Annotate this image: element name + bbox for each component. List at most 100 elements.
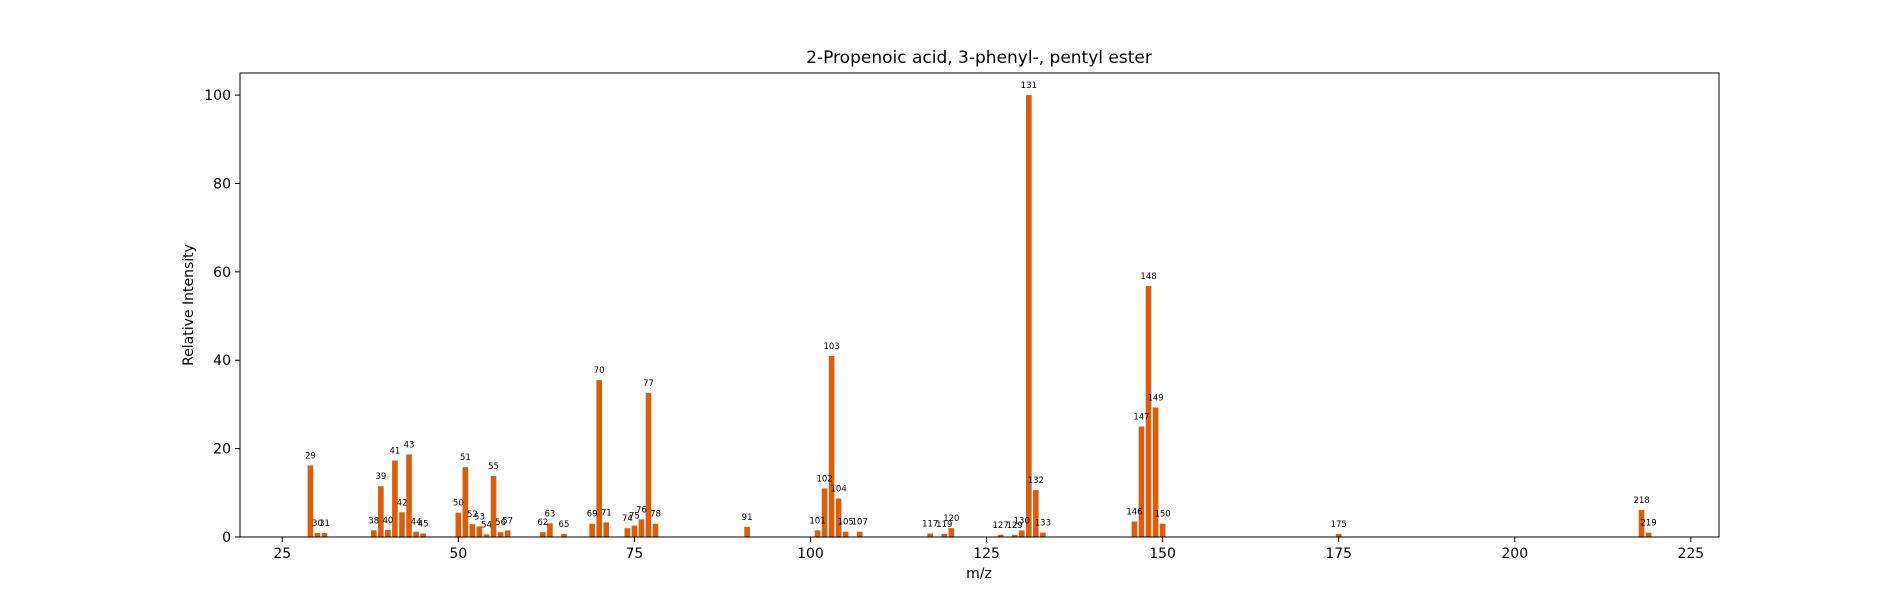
peak-bar bbox=[596, 380, 603, 537]
peak-bar bbox=[652, 523, 659, 537]
peak-bar bbox=[321, 533, 328, 537]
peak-label: 130 bbox=[1014, 516, 1030, 526]
peak-bar bbox=[1335, 533, 1342, 537]
chart-title: 2-Propenoic acid, 3-phenyl-, pentyl este… bbox=[806, 48, 1152, 68]
peak-bar bbox=[638, 519, 645, 537]
x-axis-ticks: 25 50 75 100 125 150 175 200 225 bbox=[273, 537, 1704, 562]
peak-label: 127 bbox=[993, 521, 1009, 531]
peak-bar bbox=[490, 476, 497, 537]
y-tick-label: 40 bbox=[213, 353, 231, 369]
peak-label: 41 bbox=[390, 447, 401, 457]
peak-label: 39 bbox=[375, 472, 386, 482]
peak-label: 74 bbox=[622, 514, 633, 524]
peak-label: 50 bbox=[453, 499, 464, 509]
peak-label: 103 bbox=[823, 342, 839, 352]
peak-label: 43 bbox=[404, 440, 415, 450]
peak-label: 55 bbox=[488, 462, 499, 472]
peak-bar bbox=[856, 531, 863, 537]
peak-label: 76 bbox=[636, 505, 647, 515]
peak-bar bbox=[1145, 285, 1152, 537]
peak-bar bbox=[645, 392, 652, 537]
peak-label: 40 bbox=[382, 516, 393, 526]
peak-bar bbox=[314, 533, 321, 537]
peak-bar bbox=[1018, 530, 1025, 537]
peak-label: 31 bbox=[319, 519, 330, 529]
peak-bar bbox=[413, 531, 419, 537]
x-tick-label: 25 bbox=[273, 546, 291, 562]
x-tick-label: 50 bbox=[449, 546, 467, 562]
y-axis-ticks: 0 20 40 60 80 100 bbox=[204, 88, 240, 546]
x-axis-title: m/z bbox=[966, 566, 992, 582]
peak-label: 131 bbox=[1021, 81, 1037, 91]
y-tick-label: 0 bbox=[222, 530, 231, 546]
peak-label: 146 bbox=[1126, 508, 1142, 518]
peak-bar bbox=[1645, 532, 1652, 537]
peak-bars bbox=[307, 95, 1652, 537]
peak-label: 175 bbox=[1331, 520, 1347, 530]
peak-label: 150 bbox=[1154, 510, 1170, 520]
peak-label: 38 bbox=[368, 516, 379, 526]
y-tick-label: 100 bbox=[204, 88, 231, 104]
peak-bar bbox=[744, 526, 750, 537]
peak-label: 45 bbox=[418, 519, 429, 529]
peak-bar bbox=[1152, 407, 1159, 537]
peak-bar bbox=[828, 355, 835, 537]
peak-bar bbox=[392, 460, 398, 537]
peak-label: 52 bbox=[467, 510, 478, 520]
peak-label: 117 bbox=[922, 519, 938, 529]
peak-bar bbox=[504, 530, 511, 537]
peak-bar bbox=[948, 528, 955, 537]
peak-bar bbox=[547, 523, 553, 537]
peak-label: 69 bbox=[587, 510, 598, 520]
peak-bar bbox=[624, 528, 631, 537]
peak-bar bbox=[370, 530, 377, 537]
peak-label: 218 bbox=[1633, 496, 1649, 506]
x-tick-label: 200 bbox=[1501, 546, 1528, 562]
peak-label: 132 bbox=[1028, 476, 1044, 486]
peak-label: 70 bbox=[594, 366, 605, 376]
peak-bar bbox=[469, 524, 476, 537]
peak-label: 42 bbox=[397, 498, 408, 508]
peak-label: 51 bbox=[460, 453, 471, 463]
y-tick-label: 20 bbox=[213, 442, 231, 458]
peak-bar bbox=[455, 512, 462, 537]
peak-bar bbox=[1138, 426, 1145, 537]
peak-bar bbox=[814, 530, 821, 537]
peak-bar bbox=[406, 454, 412, 537]
peak-bar bbox=[378, 486, 384, 537]
peak-label: 101 bbox=[809, 516, 825, 526]
x-tick-label: 175 bbox=[1325, 546, 1352, 562]
peak-bar bbox=[603, 522, 610, 537]
peak-label: 104 bbox=[831, 485, 847, 495]
peak-bar bbox=[927, 533, 934, 537]
peak-bar bbox=[821, 488, 828, 537]
peak-bar bbox=[561, 533, 567, 537]
x-tick-label: 150 bbox=[1149, 546, 1176, 562]
peak-bar bbox=[476, 526, 483, 537]
peak-label: 29 bbox=[305, 451, 316, 461]
peak-label: 77 bbox=[643, 379, 654, 389]
peak-label: 78 bbox=[650, 510, 661, 520]
peak-bar bbox=[462, 467, 469, 537]
peak-bar bbox=[540, 532, 546, 537]
peak-label: 91 bbox=[742, 513, 753, 523]
peak-bar bbox=[941, 533, 948, 537]
peak-bar bbox=[497, 532, 504, 537]
x-tick-label: 125 bbox=[973, 546, 1000, 562]
peak-label: 62 bbox=[537, 518, 548, 528]
peak-bar bbox=[1131, 521, 1138, 537]
peak-label: 30 bbox=[312, 519, 323, 529]
peak-label: 57 bbox=[502, 516, 513, 526]
peak-label: 119 bbox=[936, 520, 952, 530]
peak-bar bbox=[1638, 510, 1645, 537]
peak-label: 147 bbox=[1133, 413, 1149, 423]
peak-bar bbox=[1025, 95, 1032, 537]
peak-label: 65 bbox=[559, 520, 570, 530]
peak-label: 105 bbox=[838, 518, 854, 528]
peak-label: 63 bbox=[544, 509, 555, 519]
peak-bar bbox=[997, 534, 1004, 537]
peak-bar bbox=[307, 465, 314, 537]
peak-label: 120 bbox=[943, 514, 959, 524]
peak-bar bbox=[631, 525, 638, 537]
